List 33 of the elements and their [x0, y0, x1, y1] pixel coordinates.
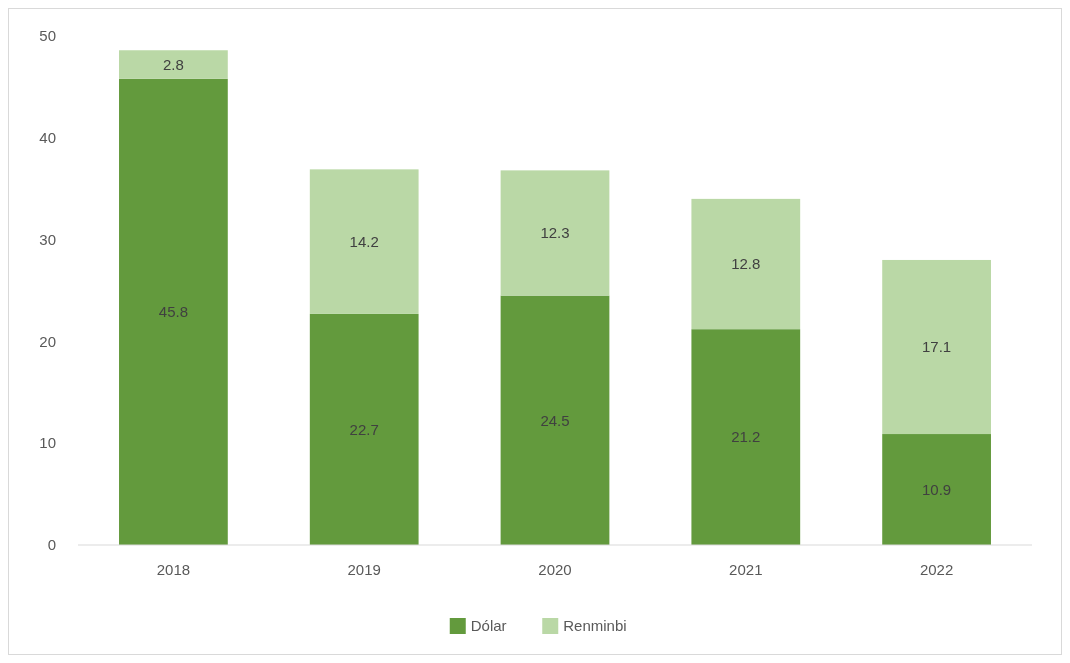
data-label: 21.2 — [731, 428, 761, 446]
data-label: 10.9 — [922, 480, 952, 498]
legend-label: Dólar — [470, 617, 507, 635]
y-tick-label: 10 — [39, 434, 56, 452]
x-tick-label: 2019 — [347, 561, 381, 578]
data-label: 2.8 — [162, 55, 184, 73]
bar — [309, 313, 419, 545]
y-tick-label: 40 — [39, 129, 56, 147]
bar — [119, 78, 228, 545]
data-label: 24.5 — [540, 411, 570, 429]
data-label: 17.1 — [922, 338, 952, 356]
y-tick-label: 30 — [39, 230, 56, 248]
x-tick-label: 2018 — [156, 561, 191, 578]
bar — [500, 170, 610, 296]
legend-label: Renminbi — [563, 617, 627, 635]
x-tick-label: 2020 — [538, 561, 572, 578]
bar — [500, 295, 610, 545]
y-tick-label: 20 — [39, 332, 56, 350]
data-label: 45.8 — [158, 303, 188, 321]
x-tick-label: 2022 — [919, 561, 954, 578]
data-label: 12.8 — [731, 255, 761, 273]
bar — [882, 434, 991, 545]
bar — [691, 198, 801, 330]
y-tick-label: 50 — [39, 27, 56, 45]
bar — [882, 259, 991, 435]
data-label: 14.2 — [349, 232, 379, 250]
bar — [119, 50, 228, 79]
bar — [691, 329, 801, 545]
bar — [309, 169, 419, 314]
y-tick-label: 0 — [47, 536, 56, 554]
data-label: 22.7 — [349, 420, 379, 438]
x-tick-label: 2021 — [729, 561, 763, 578]
data-label: 12.3 — [540, 224, 570, 242]
